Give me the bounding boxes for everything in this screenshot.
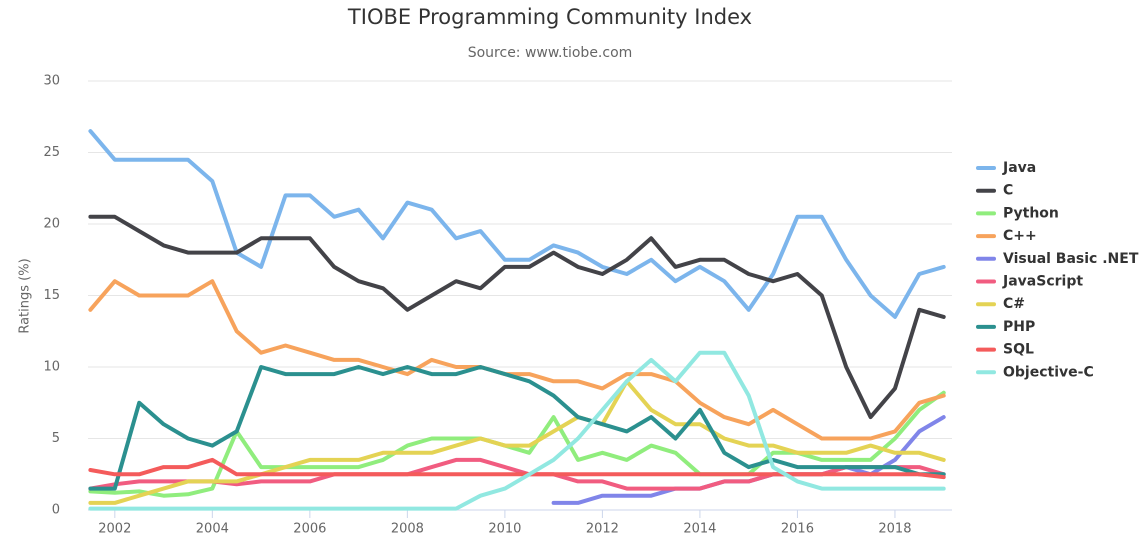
series-line — [88, 279, 946, 441]
y-tick-label: 10 — [43, 360, 60, 375]
legend-label[interactable]: C++ — [1003, 228, 1037, 244]
x-tick-label: 2018 — [878, 522, 911, 537]
y-tick-label: 5 — [52, 431, 60, 446]
legend-label[interactable]: Visual Basic .NET — [1003, 251, 1139, 267]
legend-label[interactable]: JavaScript — [1002, 274, 1083, 290]
y-axis-label: Ratings (%) — [18, 258, 33, 333]
x-tick-label: 2006 — [293, 522, 326, 537]
y-tick-label: 25 — [43, 145, 60, 160]
x-tick-label: 2004 — [196, 522, 229, 537]
series-line — [88, 129, 946, 319]
y-tick-label: 20 — [43, 217, 60, 232]
legend-label[interactable]: Python — [1003, 205, 1059, 221]
legend-label[interactable]: SQL — [1003, 342, 1034, 358]
series-line — [88, 457, 946, 480]
series-line — [88, 214, 946, 420]
y-tick-label: 30 — [43, 74, 60, 89]
chart-subtitle: Source: www.tiobe.com — [468, 45, 633, 61]
legend-label[interactable]: Java — [1002, 160, 1036, 176]
legend-label[interactable]: C — [1003, 183, 1013, 199]
x-tick-label: 2014 — [683, 522, 716, 537]
legend-label[interactable]: C# — [1003, 296, 1025, 312]
x-tick-label: 2010 — [488, 522, 521, 537]
legend-label[interactable]: PHP — [1003, 319, 1035, 335]
x-tick-label: 2008 — [391, 522, 424, 537]
series-line — [88, 365, 946, 491]
legend-label[interactable]: Objective-C — [1003, 364, 1094, 380]
chart-title: TIOBE Programming Community Index — [347, 5, 752, 29]
x-tick-label: 2012 — [586, 522, 619, 537]
y-tick-label: 0 — [52, 503, 60, 518]
series-line — [88, 350, 946, 511]
series-line — [88, 379, 946, 505]
y-tick-label: 15 — [43, 288, 60, 303]
x-tick-label: 2002 — [98, 522, 131, 537]
x-tick-label: 2016 — [781, 522, 814, 537]
